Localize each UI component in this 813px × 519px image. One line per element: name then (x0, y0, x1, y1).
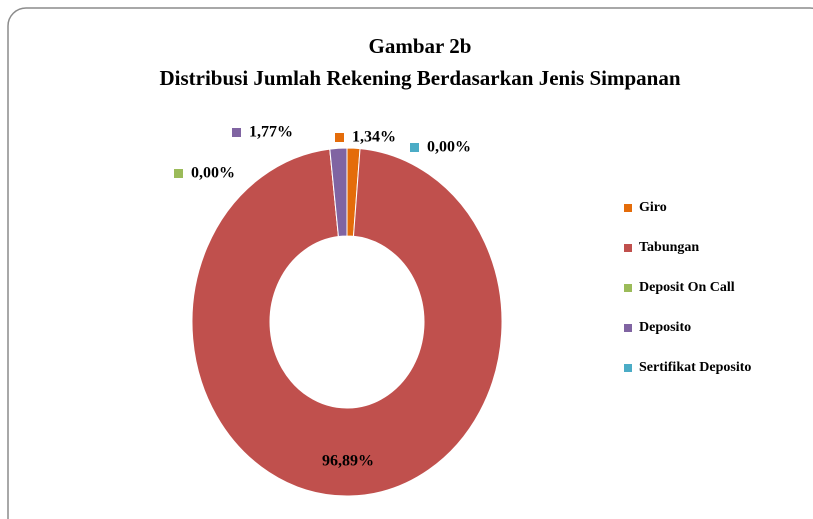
legend-marker (624, 364, 632, 372)
legend-label: Sertifikat Deposito (639, 360, 751, 375)
data-label: 96,89% (322, 453, 374, 470)
legend-marker (624, 284, 632, 292)
label-marker (335, 133, 344, 142)
label-marker (410, 143, 419, 152)
data-label: 0,00% (191, 165, 235, 182)
legend-label: Tabungan (639, 240, 699, 255)
donut-slice (191, 148, 503, 497)
legend-label: Deposito (639, 320, 691, 335)
chart-subtitle: Distribusi Jumlah Rekening Berdasarkan J… (159, 66, 680, 90)
data-label: 0,00% (427, 139, 471, 156)
legend-marker (624, 244, 632, 252)
label-marker (174, 169, 183, 178)
legend-label: Giro (639, 200, 667, 215)
chart-title: Gambar 2b (369, 34, 472, 58)
legend-marker (624, 324, 632, 332)
legend-marker (624, 204, 632, 212)
data-label: 1,34% (352, 129, 396, 146)
data-label: 1,77% (249, 124, 293, 141)
label-marker (232, 128, 241, 137)
legend-label: Deposit On Call (639, 280, 735, 295)
